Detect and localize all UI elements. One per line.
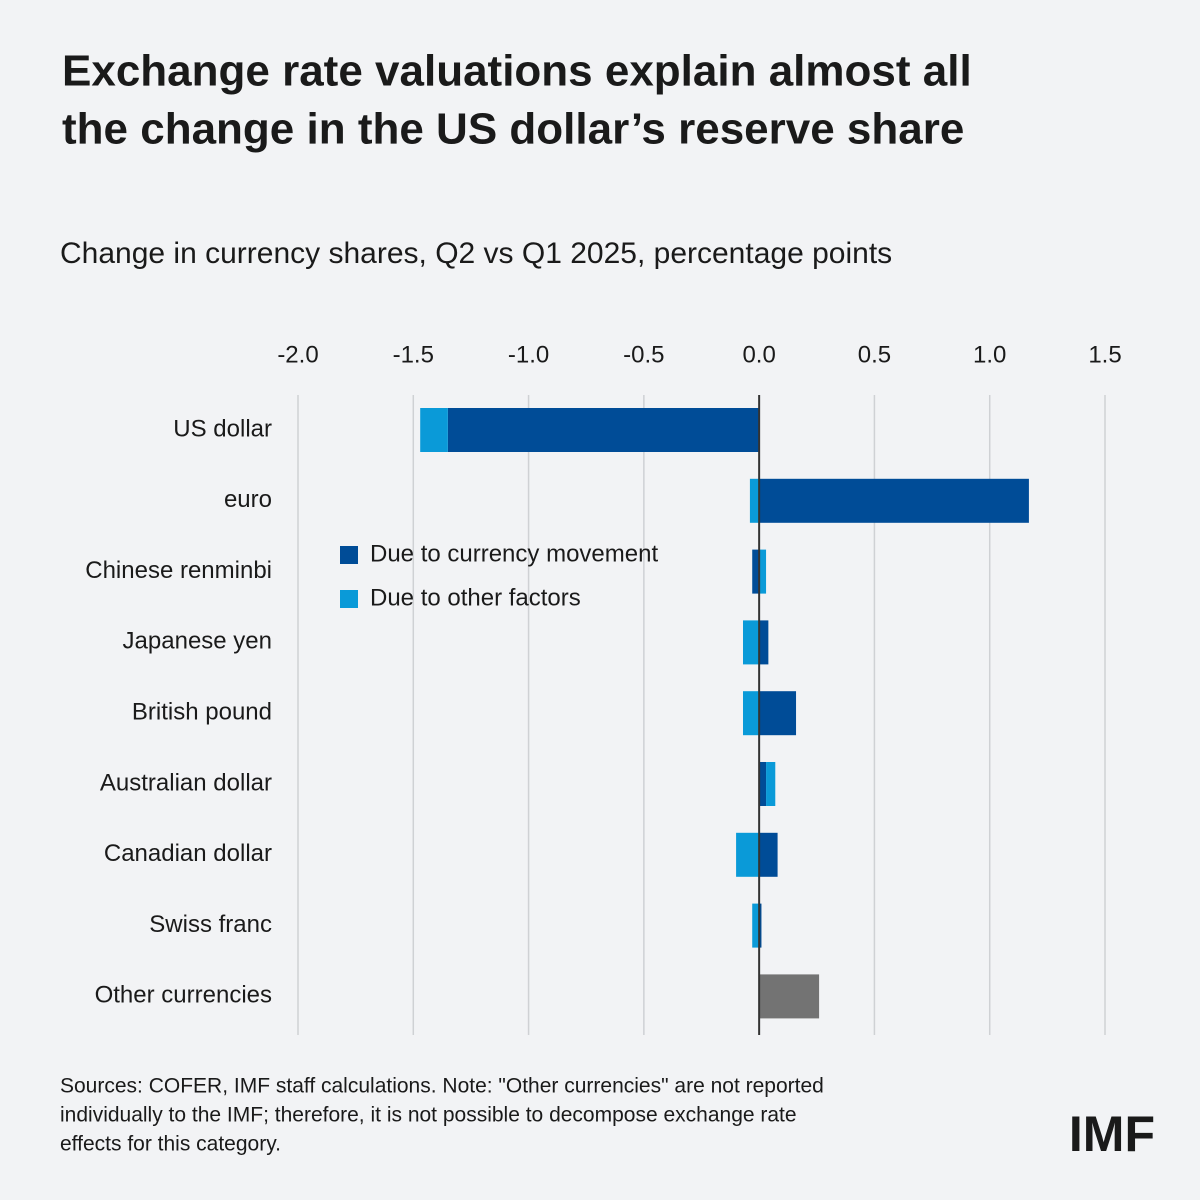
x-tick-label: 1.0	[973, 341, 1006, 368]
bar-segment	[743, 620, 760, 665]
chart-title: the change in the US dollar’s reserve sh…	[62, 105, 964, 154]
bar-segment	[752, 549, 760, 594]
bar-segment	[759, 691, 797, 736]
bar-segment	[759, 832, 778, 877]
bar-segment	[743, 691, 760, 736]
logo: IMF	[1069, 1106, 1155, 1162]
footnote: individually to the IMF; therefore, it i…	[60, 1104, 797, 1127]
y-tick-label: British pound	[132, 699, 272, 726]
y-tick-label: Japanese yen	[123, 628, 272, 655]
y-tick-label: Australian dollar	[100, 769, 272, 796]
footnote: effects for this category.	[60, 1133, 281, 1156]
footnote: Sources: COFER, IMF staff calculations. …	[60, 1075, 824, 1098]
bar-segment	[420, 408, 448, 452]
bar-segment	[759, 762, 767, 806]
y-tick-label: US dollar	[173, 415, 272, 442]
chart-subtitle: Change in currency shares, Q2 vs Q1 2025…	[60, 237, 892, 270]
bar-segment	[736, 832, 760, 877]
chart-title: Exchange rate valuations explain almost …	[62, 47, 972, 96]
legend-swatch	[340, 546, 358, 564]
bar-segment	[447, 408, 760, 452]
legend-label: Due to currency movement	[370, 540, 658, 567]
x-tick-label: -1.0	[508, 341, 549, 368]
y-tick-label: euro	[224, 486, 272, 513]
bar-segment	[759, 974, 820, 1019]
x-tick-label: -0.5	[623, 341, 664, 368]
bar-segment	[759, 549, 767, 594]
bar-segment	[749, 478, 760, 523]
legend-label: Due to other factors	[370, 584, 581, 611]
y-tick-label: Other currencies	[95, 982, 272, 1009]
x-tick-label: 0.5	[858, 341, 891, 368]
bar-segment	[759, 620, 769, 665]
x-tick-label: -1.5	[393, 341, 434, 368]
y-tick-label: Chinese renminbi	[85, 557, 272, 584]
bar-segment	[752, 903, 760, 948]
y-tick-label: Canadian dollar	[104, 840, 272, 867]
bar-segment	[766, 762, 776, 806]
y-tick-label: Swiss franc	[149, 911, 272, 938]
x-tick-label: 0.0	[742, 341, 775, 368]
legend-swatch	[340, 590, 358, 608]
x-tick-label: -2.0	[277, 341, 318, 368]
bar-segment	[759, 478, 1029, 523]
x-tick-label: 1.5	[1088, 341, 1121, 368]
bar-segment	[759, 903, 762, 948]
